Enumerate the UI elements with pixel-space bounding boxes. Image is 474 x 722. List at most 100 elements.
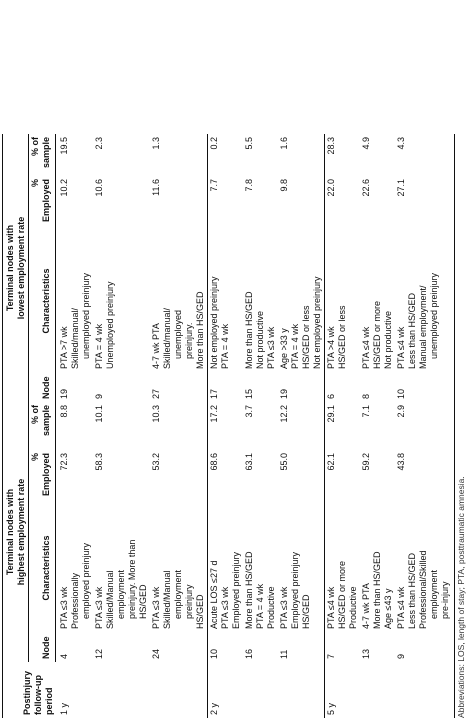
characteristic-line: PTA = 4 wk	[94, 323, 104, 369]
sample-cell-high: 17.2	[207, 402, 243, 450]
characteristic-line: Productive	[348, 586, 358, 629]
sample-cell-high: 8.8	[59, 405, 69, 418]
sample-header-high: % of sample	[28, 402, 56, 450]
characteristic-line: PTA ≤4 wk	[326, 586, 336, 629]
characteristic-line: preinjury	[184, 584, 194, 619]
characteristic-line: HS/GED or less	[301, 305, 311, 369]
sample-cell-low: 4.9	[361, 137, 371, 150]
employment-table: Postinjury follow-up period Terminal nod…	[2, 134, 455, 718]
characteristic-line: Age ≤43 y	[383, 588, 393, 629]
employed-cell-low: 10.2	[59, 179, 69, 197]
node-cell-low: 27	[151, 388, 161, 399]
period-header: Postinjury follow-up period	[2, 662, 56, 718]
period-cell: 2 y	[207, 662, 243, 718]
employed-cell-high: 43.8	[395, 450, 455, 504]
sample-cell-high: 10.3	[151, 405, 161, 423]
sample-cell-low: 1.3	[151, 137, 161, 150]
node-cell-high: 7	[324, 632, 360, 662]
characteristic-line: PTA ≤4 wk	[396, 326, 406, 369]
node-cell-high: 10	[207, 632, 243, 662]
table-row: 5 y 7 PTA ≤4 wk HS/GED or more Productive 62.…	[324, 134, 360, 718]
characteristic-line: Professionally	[70, 572, 80, 629]
period-cell: 5 y	[324, 662, 360, 718]
characteristics-cell-low: Not employed preinjury PTA = 4 wk	[207, 230, 243, 372]
employed-cell-high: 58.3	[94, 453, 104, 471]
characteristics-cell-high: 4-7 wk PTA More than HS/GED Age ≤43 y	[360, 504, 395, 632]
employed-cell-high: 62.1	[324, 450, 360, 504]
characteristics-cell-low: Age >33 y PTA = 4 wk HS/GED or less Not emp…	[278, 230, 325, 372]
characteristic-line: 4-7 wk PTA	[361, 583, 371, 629]
characteristic-line: More than HS/GED	[372, 551, 382, 629]
node-header-high: Node	[28, 632, 56, 662]
node-cell-low: 19	[59, 388, 69, 399]
characteristic-line: Skilled/manual/	[162, 307, 172, 369]
employed-cell-low: 22.6	[361, 179, 371, 197]
sample-header-low: % of sample	[28, 134, 56, 176]
node-cell-high: 16	[244, 648, 254, 659]
sample-cell-high: 3.7	[244, 405, 254, 418]
characteristic-line: Productive	[266, 586, 276, 629]
period-cell	[93, 662, 150, 718]
table-row: 13 4-7 wk PTA More than HS/GED Age ≤43 y 59.…	[360, 134, 395, 718]
characteristic-line: More than HS/GED	[244, 551, 254, 629]
sample-cell-low: 5.5	[244, 137, 254, 150]
employed-cell-low: 7.7	[207, 176, 243, 230]
node-cell-low: 10	[395, 372, 455, 402]
characteristic-line: unemployed	[173, 309, 183, 359]
characteristic-line: preinjury. More than	[127, 539, 137, 619]
characteristic-line: Less than HS/GED	[407, 292, 417, 369]
characteristics-cell-low: 4-7 wk PTA Skilled/manual/unemployed prein…	[150, 230, 208, 372]
table-row: 12 PTA ≤3 wk Skilled/Manual employment prein…	[93, 134, 150, 718]
employed-cell-low: 10.6	[94, 179, 104, 197]
characteristic-line: PTA ≤4 wk	[396, 586, 406, 629]
node-header-low: Node	[28, 372, 56, 402]
employed-cell-low: 11.6	[151, 179, 161, 196]
characteristics-cell-low: PTA ≤4 wk Less than HS/GED Manual employme…	[395, 230, 455, 372]
characteristic-line: Not productive	[255, 310, 265, 369]
sample-cell-high: 12.2	[279, 405, 289, 423]
node-cell-low: 15	[244, 388, 254, 399]
node-cell-high: 9	[395, 632, 455, 662]
characteristics-cell-low: More than HS/GED Not productive PTA ≤3 wk	[243, 230, 278, 372]
characteristic-line: HS/GED or more	[337, 560, 347, 629]
characteristics-cell-high: More than HS/GED PTA = 4 wk Productive	[243, 504, 278, 632]
sample-cell-low: 1.6	[279, 137, 289, 150]
sample-cell-high: 7.1	[361, 405, 371, 418]
characteristic-line: Skilled/Manual	[162, 570, 172, 629]
characteristic-line: pre-injury	[440, 581, 450, 619]
characteristic-line: PTA ≤3 wk	[59, 586, 69, 629]
characteristics-cell-high: PTA ≤3 wk Skilled/Manual employment preinju…	[150, 504, 208, 632]
characteristic-line: HS/GED or more	[372, 300, 382, 369]
characteristic-line: employment	[429, 569, 439, 619]
characteristics-cell-low: PTA >4 wk HS/GED or less	[324, 230, 360, 372]
characteristics-cell-low: PTA >7 wk Skilled/manual/unemployed prein…	[56, 230, 94, 372]
sample-cell-low: 2.3	[94, 137, 104, 150]
node-cell-low: 9	[94, 393, 104, 399]
characteristic-line: Acute LOS ≤27 d	[209, 560, 219, 629]
characteristics-cell-low: PTA ≤4 wk HS/GED or more Not productive	[360, 230, 395, 372]
characteristic-line: unemployed preinjury	[429, 272, 439, 359]
characteristic-line: PTA >4 wk	[326, 326, 336, 369]
characteristic-line: PTA ≤3 wk	[94, 586, 104, 629]
highest-group-header: Terminal nodes with highest employment r…	[2, 402, 29, 662]
characteristic-line: HS/GED	[138, 584, 148, 619]
table-row: 2 y 10 Acute LOS ≤27 d PTA ≤3 wk Employed pr…	[207, 134, 243, 718]
node-cell-high: 4	[59, 653, 69, 659]
characteristic-line: 4-7 wk PTA	[151, 323, 161, 369]
characteristic-line: PTA ≤3 wk	[266, 326, 276, 369]
period-cell	[278, 662, 325, 718]
node-cell-low: 6	[324, 372, 360, 402]
employed-cell-high: 63.1	[244, 453, 254, 471]
characteristic-line: PTA >7 wk	[59, 326, 69, 369]
employed-cell-low: 7.8	[244, 179, 254, 192]
characteristics-cell-high: PTA ≤3 wk Skilled/Manual employment preinju…	[93, 504, 150, 632]
table-body: 1 y 4 PTA ≤3 wk Professionally employed prei…	[56, 134, 455, 718]
employed-cell-low: 9.8	[279, 179, 289, 192]
node-cell-high: 13	[361, 648, 371, 659]
characteristic-line: Skilled/manual/	[70, 307, 80, 369]
characteristic-line: employed preinjury	[81, 542, 91, 619]
characteristic-line: PTA = 4 wk	[220, 323, 230, 369]
characteristic-line: employment	[116, 569, 126, 619]
employed-cell-high: 53.2	[151, 453, 161, 471]
